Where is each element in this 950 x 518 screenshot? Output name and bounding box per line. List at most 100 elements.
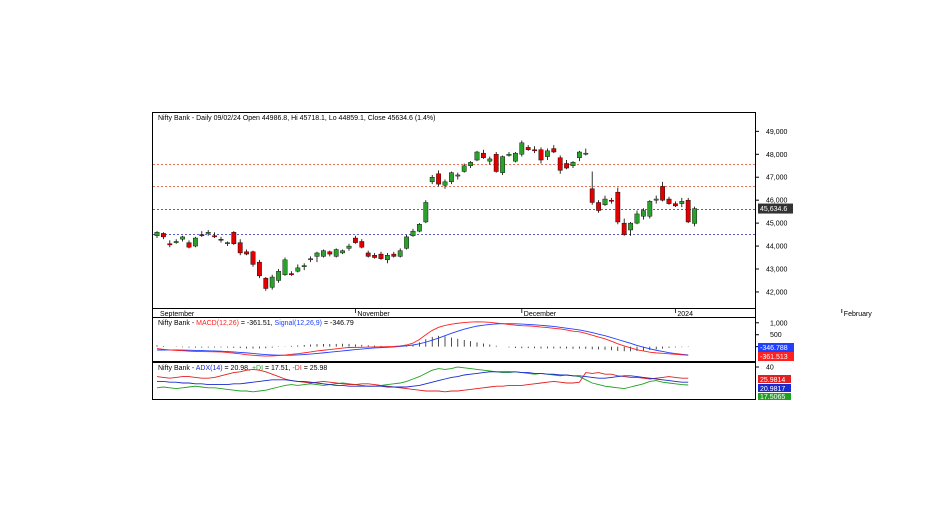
adx-panel: Nifty Bank - ADX(14) = 20.98, +DI = 17.5… <box>152 362 791 401</box>
candle-up <box>506 154 512 156</box>
candle-up <box>321 250 326 257</box>
candle-up <box>205 232 211 234</box>
candle-down <box>609 199 614 202</box>
candle-up <box>276 271 281 281</box>
candle-up <box>487 158 493 162</box>
plus-di-tag-label: 17.5065 <box>760 394 785 401</box>
candle-up <box>410 230 416 236</box>
candle-up <box>634 213 640 224</box>
candle-down <box>359 241 365 248</box>
candle-up <box>545 150 550 157</box>
candle-up <box>308 258 313 261</box>
candle-down <box>250 251 256 265</box>
adx-tag-label: 20.9817 <box>760 386 785 393</box>
candle-down <box>391 253 397 257</box>
price-chart-title: Nifty Bank - Daily 09/02/24 Open 44986.8… <box>158 115 435 122</box>
macd-line <box>156 321 689 357</box>
candle-up <box>570 162 576 166</box>
candle-up <box>468 162 473 166</box>
price-y-tick-label: 44,000 <box>766 244 788 251</box>
price-y-axis: 42,000 43,000 44,000 45,000 46,000 47,000 48,0… <box>755 129 788 296</box>
candle-down <box>289 273 294 275</box>
adx-y-axis: 40 <box>755 365 774 372</box>
candle-up <box>180 236 185 240</box>
candle-up <box>385 255 390 261</box>
macd-tag-label: -361.513 <box>760 354 788 361</box>
macd-plot <box>156 321 689 357</box>
price-y-tick-label: 47,000 <box>766 175 788 182</box>
candlesticks <box>154 140 698 291</box>
macd-legend-macd-label: MACD(12,26) <box>196 320 239 327</box>
candle-up <box>679 201 685 204</box>
adx-legend: Nifty Bank - ADX(14) = 20.98, +DI = 17.5… <box>158 365 327 372</box>
plus-di-tag-background <box>758 393 791 400</box>
adx-plot <box>156 366 689 393</box>
close-price-label: 45,634.6 <box>760 206 787 213</box>
candle-up <box>269 276 275 288</box>
candle-down <box>538 149 544 161</box>
candle-down <box>564 163 570 169</box>
price-y-tick-label: 45,000 <box>766 221 788 228</box>
candle-up <box>340 250 345 254</box>
adx-tag-background <box>758 384 791 392</box>
candle-up <box>417 224 422 232</box>
candle-down <box>532 149 538 152</box>
candle-up <box>449 172 454 183</box>
candle-down <box>481 152 486 158</box>
date-labels: September November December 2024 February <box>160 309 872 318</box>
macd-legend-signal-value: = -346.79 <box>322 320 354 327</box>
candle-up <box>154 232 160 236</box>
macd-tags: -346.788 -361.513 <box>758 343 794 361</box>
minus-di-line <box>156 368 689 393</box>
reference-lines <box>153 164 755 235</box>
close-tag-background <box>758 203 793 214</box>
macd-y-tick-label: 1,000 <box>770 320 788 327</box>
candle-up <box>692 208 698 224</box>
candle-up <box>583 152 589 155</box>
candle-up <box>429 177 435 183</box>
candle-up <box>519 142 525 155</box>
candle-down <box>378 253 384 259</box>
adx-legend-plus-value: = 17.51, <box>263 365 292 372</box>
price-y-tick-label: 49,000 <box>766 129 788 136</box>
candle-up <box>192 237 198 247</box>
candle-up <box>455 174 461 177</box>
date-label: December <box>524 311 557 318</box>
macd-legend: Nifty Bank - MACD(12,26) = -361.51, Sign… <box>158 320 354 327</box>
adx-y-tick-label: 40 <box>766 365 774 372</box>
macd-legend-macd-value: = -361.51, <box>239 320 275 327</box>
minus-di-tag-background <box>758 375 791 383</box>
candle-down <box>660 186 666 201</box>
candle-down <box>525 147 531 150</box>
macd-panel-frame <box>152 317 756 362</box>
candle-down <box>589 188 595 203</box>
candle-up <box>641 210 646 217</box>
price-panel: Nifty Bank - Daily 09/02/24 Open 44986.8… <box>152 112 793 309</box>
candle-up <box>404 236 409 249</box>
candle-down <box>257 261 262 277</box>
candle-down <box>167 243 173 246</box>
minus-di-tag-label: 25.9814 <box>760 377 785 384</box>
candle-down <box>685 199 691 223</box>
adx-legend-minus-label: -DI <box>292 365 301 372</box>
candle-down <box>186 242 192 248</box>
candle-down <box>327 251 333 255</box>
candle-down <box>372 255 377 258</box>
adx-legend-minus-value: = 25.98 <box>302 365 328 372</box>
signal-line <box>157 323 689 356</box>
candle-up <box>602 198 608 205</box>
candle-up <box>295 267 301 272</box>
date-label: November <box>357 311 390 318</box>
candle-down <box>615 191 621 223</box>
signal-tag-background <box>758 343 794 352</box>
candle-up <box>500 156 505 173</box>
candle-down <box>596 202 602 211</box>
macd-legend-signal-label: Signal(12,26,9) <box>275 320 322 327</box>
candle-up <box>461 165 467 172</box>
adx-legend-prefix: Nifty Bank - <box>158 365 196 372</box>
candle-down <box>353 237 358 243</box>
adx-panel-frame <box>152 362 756 400</box>
candle-down <box>365 252 371 257</box>
